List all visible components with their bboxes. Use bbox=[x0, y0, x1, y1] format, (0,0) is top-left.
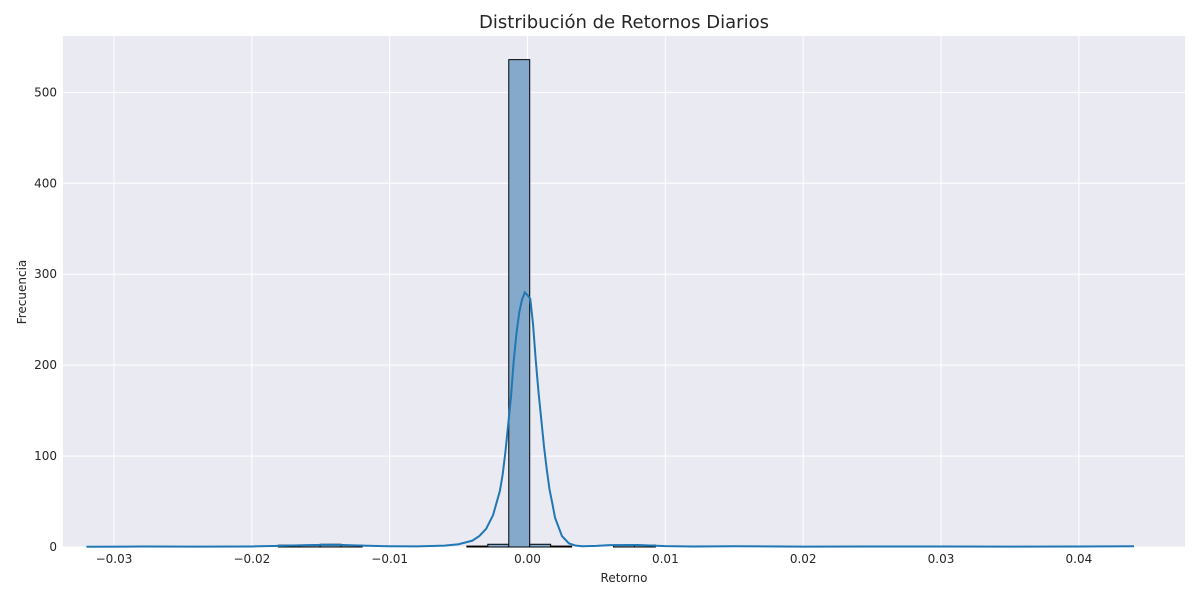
x-tick-label: −0.03 bbox=[96, 552, 133, 566]
x-tick-label: 0.04 bbox=[1066, 552, 1093, 566]
plot-area bbox=[63, 36, 1185, 547]
chart-title: Distribución de Retornos Diarios bbox=[479, 12, 769, 33]
y-tick-label: 100 bbox=[34, 449, 57, 463]
x-tick-label: 0.00 bbox=[514, 552, 541, 566]
x-tick-label: 0.01 bbox=[652, 552, 679, 566]
y-tick-label: 200 bbox=[34, 358, 57, 372]
x-axis-label: Retorno bbox=[601, 571, 648, 585]
y-axis-ticks: 0 100 200 300 400 500 bbox=[34, 85, 57, 554]
histogram-bar bbox=[508, 59, 531, 548]
kde-line bbox=[86, 290, 1135, 548]
y-tick-label: 300 bbox=[34, 267, 57, 281]
x-tick-label: −0.01 bbox=[371, 552, 408, 566]
y-axis-label: Frecuencia bbox=[15, 260, 29, 325]
histogram-bar bbox=[550, 545, 573, 548]
grid-lines bbox=[63, 36, 1185, 548]
y-tick-label: 400 bbox=[34, 176, 57, 190]
histogram-bar bbox=[529, 543, 552, 548]
x-tick-label: 0.03 bbox=[928, 552, 955, 566]
histogram-bar bbox=[487, 543, 510, 548]
y-tick-label: 500 bbox=[34, 85, 57, 99]
x-tick-label: −0.02 bbox=[233, 552, 270, 566]
histogram-bar bbox=[466, 545, 489, 548]
x-tick-label: 0.02 bbox=[790, 552, 817, 566]
x-axis-ticks: −0.03 −0.02 −0.01 0.00 0.01 0.02 0.03 0.04 bbox=[96, 552, 1093, 566]
y-tick-label: 0 bbox=[49, 540, 57, 554]
